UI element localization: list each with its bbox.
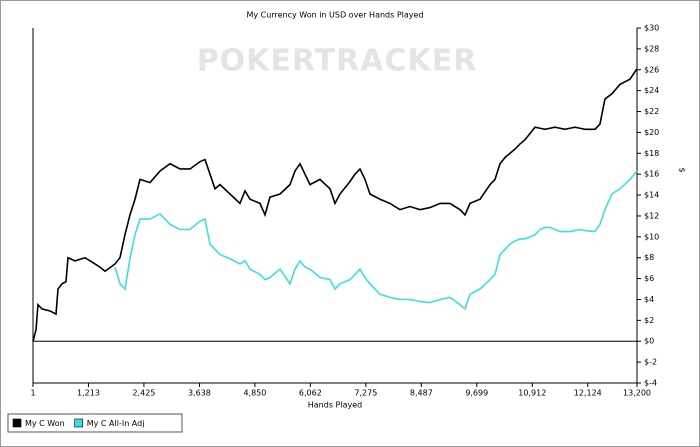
x-tick-label: 2,425	[132, 389, 155, 398]
y-tick-label: $30	[644, 24, 659, 33]
y-tick-label: $-4	[644, 379, 657, 388]
x-tick-label: 1	[30, 389, 35, 398]
y-tick-label: $2	[644, 316, 654, 325]
series-line	[114, 170, 638, 311]
y-tick-label: $10	[644, 232, 659, 241]
series-line	[32, 68, 638, 342]
y-tick-label: $8	[644, 253, 654, 262]
x-tick-label: 3,638	[188, 389, 211, 398]
x-tick-label: 12,124	[574, 389, 602, 398]
y-tick-label: $18	[644, 149, 659, 158]
x-tick-label: 6,062	[299, 389, 322, 398]
y-tick-label: $6	[644, 274, 654, 283]
x-axis-label: Hands Played	[308, 401, 362, 410]
x-tick-label: 4,850	[243, 389, 266, 398]
x-tick-label: 8,487	[410, 389, 433, 398]
y-tick-label: $24	[644, 86, 659, 95]
legend-swatch	[12, 418, 22, 428]
legend-box	[7, 413, 183, 433]
y-axis-label: $	[678, 167, 687, 172]
y-tick-label: $26	[644, 65, 659, 74]
legend-swatch	[74, 418, 84, 428]
y-tick-label: $28	[644, 44, 659, 53]
x-tick-label: 9,699	[465, 389, 488, 398]
y-tick-label: $4	[644, 295, 654, 304]
x-tick-label: 7,275	[354, 389, 377, 398]
y-tick-label: $14	[644, 191, 659, 200]
x-tick-label: 10,912	[518, 389, 546, 398]
y-tick-label: $22	[644, 107, 659, 116]
legend-label: My C All-In Adj	[87, 419, 145, 428]
legend-label: My C Won	[25, 419, 65, 428]
x-tick-label: 1,213	[77, 389, 100, 398]
y-tick-label: $12	[644, 211, 659, 220]
y-tick-label: $20	[644, 128, 659, 137]
x-tick-label: 13,200	[623, 389, 651, 398]
y-tick-label: $16	[644, 170, 659, 179]
y-tick-label: $0	[644, 337, 654, 346]
y-tick-label: $-2	[644, 358, 657, 367]
chart-title: My Currency Won in USD over Hands Played	[246, 11, 423, 20]
watermark: POKERTRACKER	[197, 44, 478, 79]
